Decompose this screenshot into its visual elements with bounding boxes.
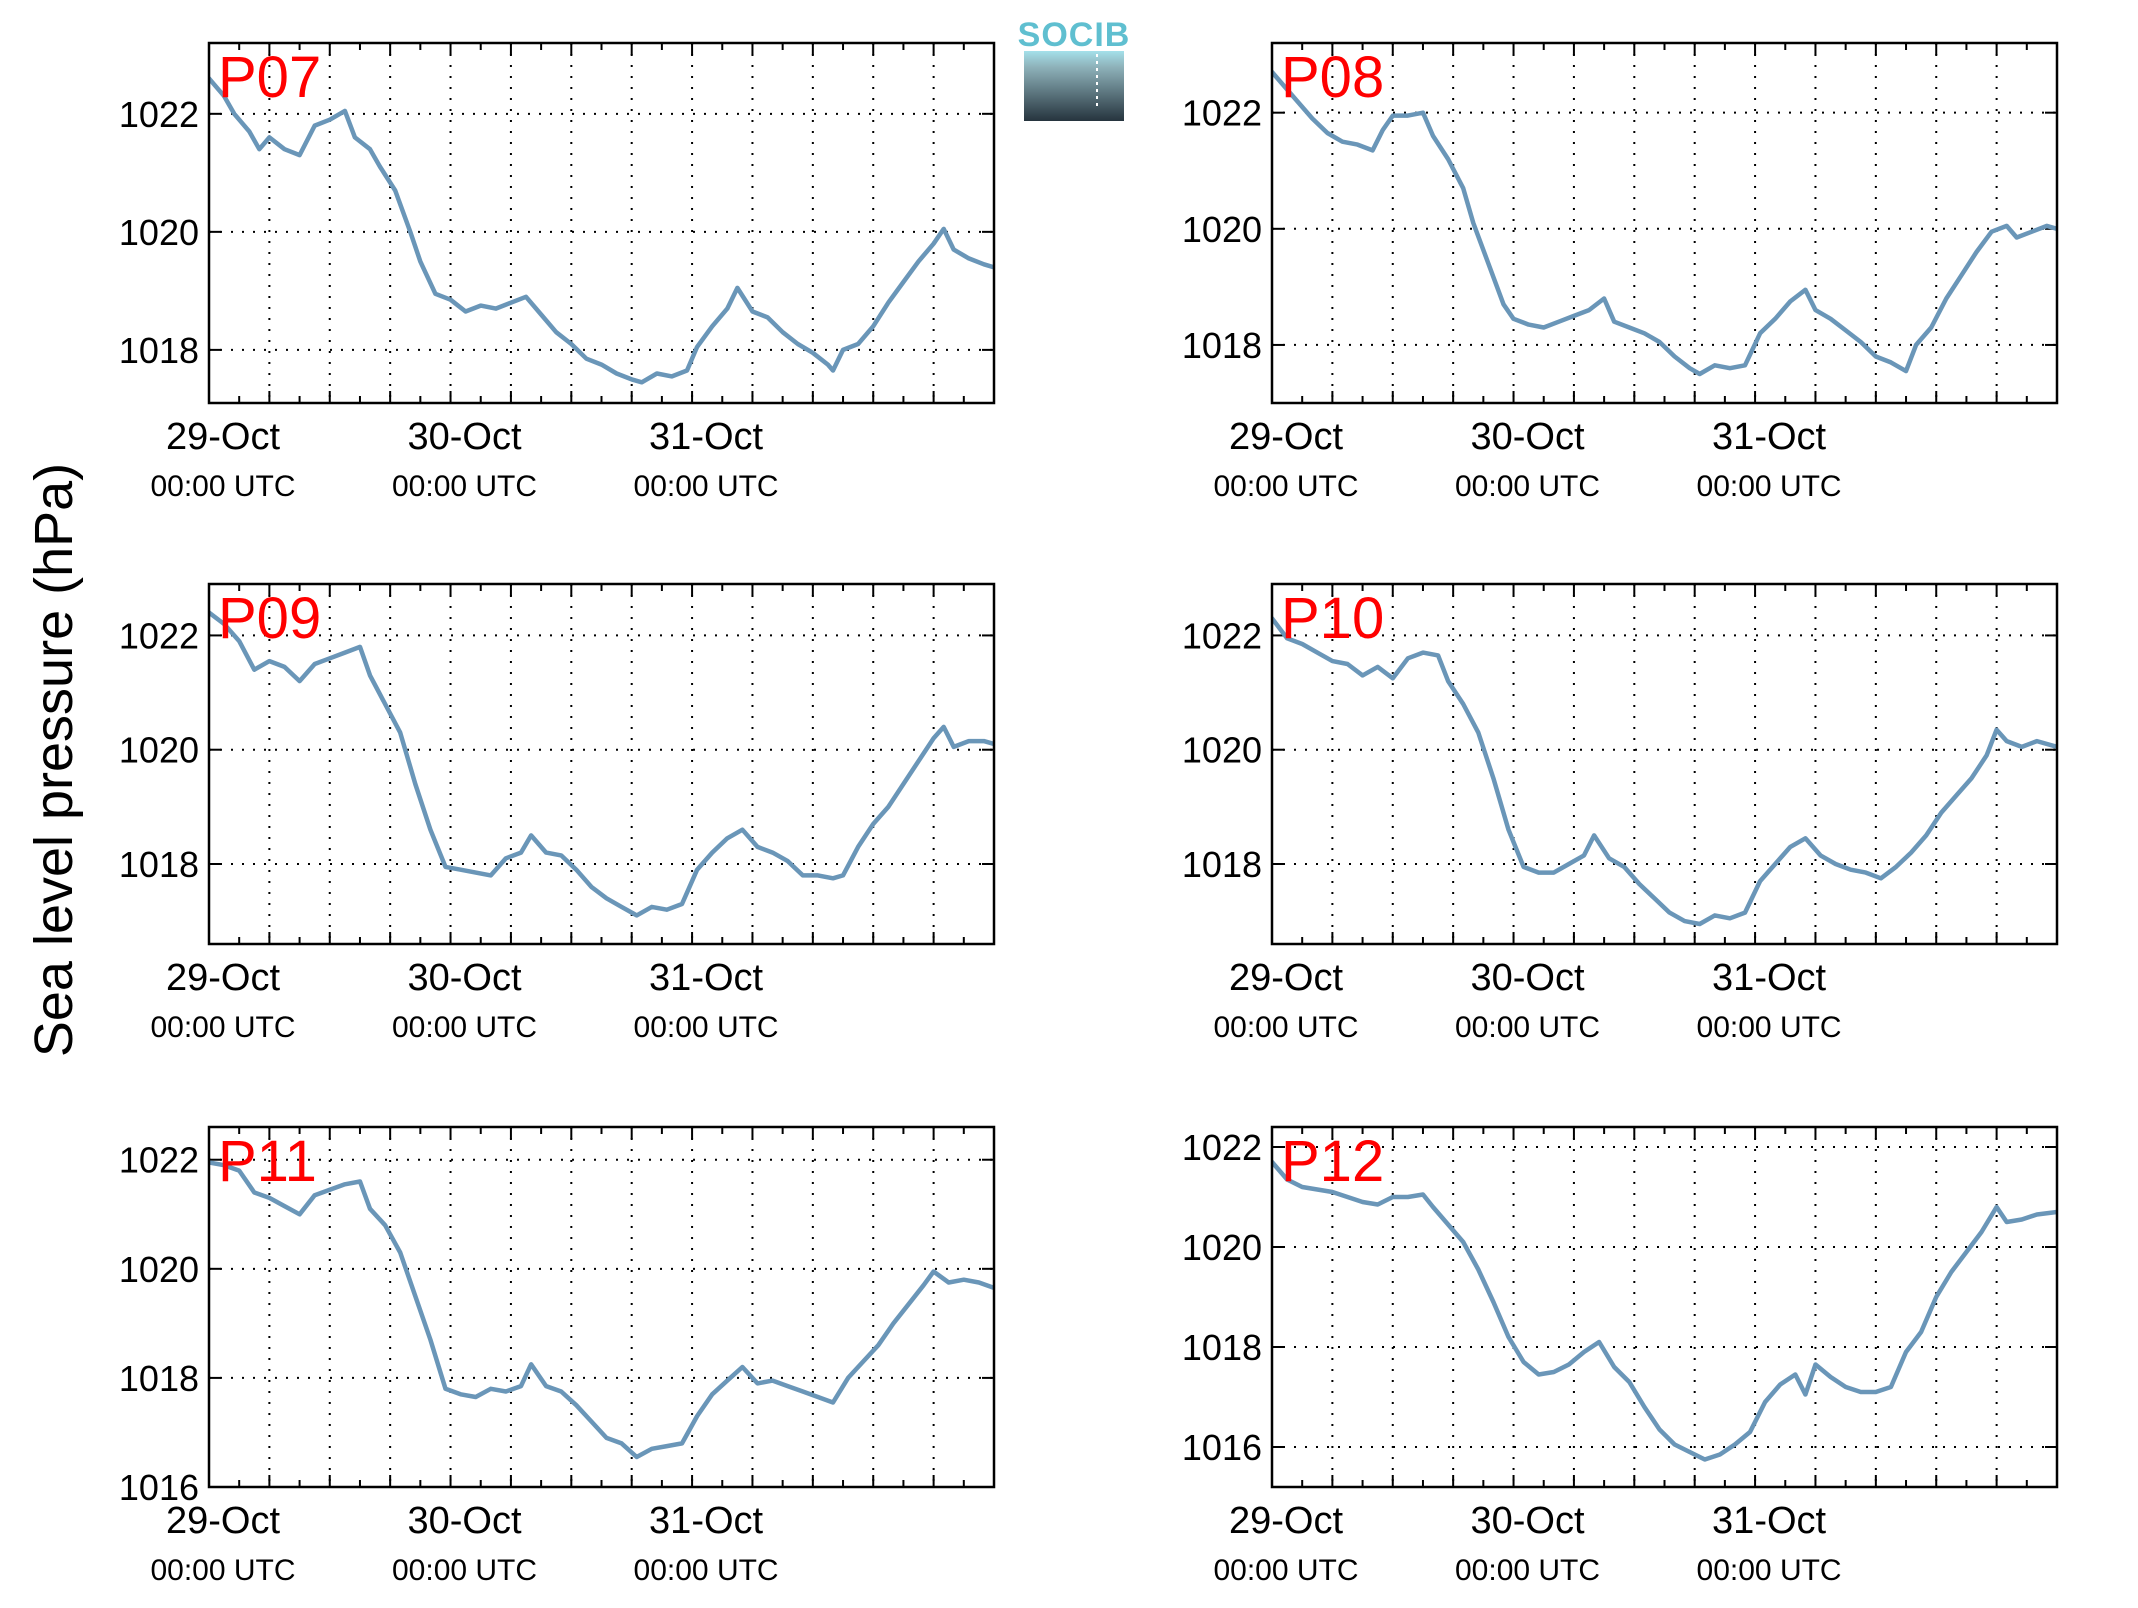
panel-p12: 1016 1018 1020 1022 29-Oct 00:00 UTC 30-Oct 00:… — [1182, 1125, 2059, 1587]
y-tick-label: 1018 — [1182, 1327, 1262, 1368]
panel-p08: 1018 1020 1022 29-Oct 00:00 UTC 30-Oct 00:00 U… — [1182, 41, 2059, 503]
plot-frame — [1270, 1125, 2059, 1489]
x-tick-sublabel: 00:00 UTC — [1455, 1011, 1600, 1044]
x-tick-label: 30-Oct — [408, 416, 522, 458]
series-line — [209, 610, 994, 918]
x-tick-label: 29-Oct — [166, 1500, 280, 1542]
y-tick-label: 1018 — [119, 844, 199, 885]
panel-p11: 1016 1018 1020 1022 29-Oct 00:00 UTC 30-Oct 00:… — [119, 1125, 996, 1587]
plot-frame — [1270, 582, 2059, 946]
x-tick-label: 29-Oct — [1229, 416, 1343, 458]
x-tick-label: 29-Oct — [166, 416, 280, 458]
x-tick-label: 31-Oct — [1712, 957, 1826, 999]
x-tick-label: 30-Oct — [1471, 1500, 1585, 1542]
x-tick-label: 29-Oct — [1229, 957, 1343, 999]
panel-label: P10 — [1281, 586, 1384, 651]
panel-label: P12 — [1281, 1129, 1384, 1194]
x-tick-label: 29-Oct — [1229, 1500, 1343, 1542]
panel-p07: 1018 1020 1022 29-Oct 00:00 UTC 30-Oct 00:00 U… — [119, 41, 996, 503]
y-tick-label: 1018 — [119, 1358, 199, 1399]
x-tick-sublabel: 00:00 UTC — [1697, 1011, 1842, 1044]
series-line — [1272, 1159, 2057, 1462]
y-tick-label: 1022 — [1182, 93, 1262, 134]
y-tick-label: 1020 — [119, 212, 199, 253]
y-tick-label: 1022 — [119, 615, 199, 656]
plot-frame — [207, 582, 996, 946]
x-tick-sublabel: 00:00 UTC — [1213, 1554, 1358, 1587]
y-tick-label: 1022 — [1182, 615, 1262, 656]
x-tick-label: 31-Oct — [1712, 416, 1826, 458]
panel-label: P07 — [218, 45, 321, 110]
x-tick-sublabel: 00:00 UTC — [1697, 470, 1842, 503]
y-tick-label: 1016 — [119, 1467, 199, 1508]
x-tick-sublabel: 00:00 UTC — [1213, 1011, 1358, 1044]
x-tick-sublabel: 00:00 UTC — [634, 470, 779, 503]
series-line — [209, 1160, 994, 1460]
plot-frame — [207, 41, 996, 405]
x-tick-sublabel: 00:00 UTC — [150, 1011, 295, 1044]
y-tick-label: 1022 — [1182, 1127, 1262, 1168]
y-tick-label: 1022 — [119, 94, 199, 135]
x-tick-label: 31-Oct — [649, 1500, 763, 1542]
y-tick-label: 1018 — [119, 330, 199, 371]
x-tick-label: 30-Oct — [408, 957, 522, 999]
y-tick-label: 1020 — [1182, 730, 1262, 771]
x-tick-sublabel: 00:00 UTC — [1455, 470, 1600, 503]
y-tick-label: 1018 — [1182, 325, 1262, 366]
y-tick-label: 1022 — [119, 1140, 199, 1181]
panels: 1018 1020 1022 29-Oct 00:00 UTC 30-Oct 00:00 U… — [119, 41, 2059, 1587]
series-line — [1272, 69, 2057, 377]
y-axis-label: Sea level pressure (hPa) — [24, 463, 84, 1057]
x-tick-sublabel: 00:00 UTC — [1213, 470, 1358, 503]
x-tick-label: 31-Oct — [649, 416, 763, 458]
series-line — [1272, 616, 2057, 927]
y-tick-label: 1018 — [1182, 844, 1262, 885]
x-tick-sublabel: 00:00 UTC — [392, 1011, 537, 1044]
y-tick-label: 1020 — [1182, 1227, 1262, 1268]
x-tick-label: 30-Oct — [408, 1500, 522, 1542]
x-tick-sublabel: 00:00 UTC — [1697, 1554, 1842, 1587]
panel-p09: 1018 1020 1022 29-Oct 00:00 UTC 30-Oct 00:00 U… — [119, 582, 996, 1044]
x-tick-sublabel: 00:00 UTC — [392, 1554, 537, 1587]
x-tick-sublabel: 00:00 UTC — [634, 1554, 779, 1587]
x-tick-label: 31-Oct — [1712, 1500, 1826, 1542]
x-tick-label: 30-Oct — [1471, 416, 1585, 458]
x-tick-label: 31-Oct — [649, 957, 763, 999]
panel-label: P09 — [218, 586, 321, 651]
socib-logo: SOCIB — [1018, 16, 1131, 121]
plot-frame — [207, 1125, 996, 1489]
panel-label: P08 — [1281, 45, 1384, 110]
y-tick-label: 1020 — [1182, 209, 1262, 250]
x-tick-sublabel: 00:00 UTC — [1455, 1554, 1600, 1587]
panel-label: P11 — [218, 1129, 317, 1194]
x-tick-sublabel: 00:00 UTC — [634, 1011, 779, 1044]
logo-text: SOCIB — [1018, 16, 1131, 54]
series-line — [209, 76, 994, 385]
logo-block — [1024, 51, 1124, 121]
x-tick-label: 30-Oct — [1471, 957, 1585, 999]
x-tick-sublabel: 00:00 UTC — [150, 1554, 295, 1587]
x-tick-label: 29-Oct — [166, 957, 280, 999]
y-tick-label: 1020 — [119, 1249, 199, 1290]
x-tick-sublabel: 00:00 UTC — [150, 470, 295, 503]
y-tick-label: 1020 — [119, 730, 199, 771]
x-tick-sublabel: 00:00 UTC — [392, 470, 537, 503]
panel-p10: 1018 1020 1022 29-Oct 00:00 UTC 30-Oct 00:00 U… — [1182, 582, 2059, 1044]
plot-frame — [1270, 41, 2059, 405]
y-tick-label: 1016 — [1182, 1427, 1262, 1468]
